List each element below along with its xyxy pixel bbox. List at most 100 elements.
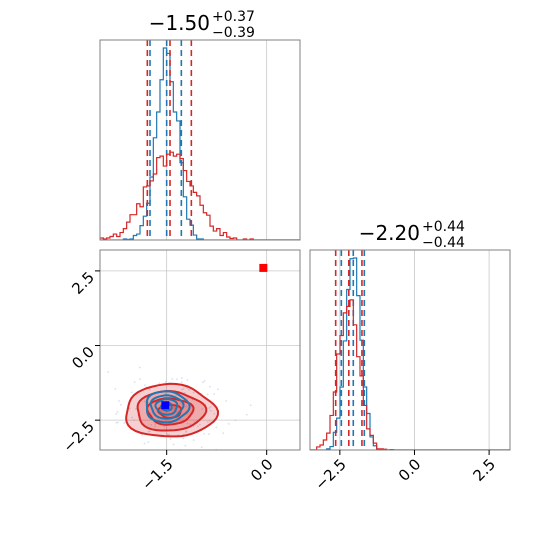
ytick-label-p2-2: 2.5 (68, 268, 98, 298)
sample-point-28 (138, 366, 141, 369)
xtick-label-p2-0: −2.5 (311, 455, 349, 493)
title-param1: −1.50 (149, 11, 210, 35)
sample-point-50 (185, 405, 188, 408)
sample-point-69 (141, 434, 143, 436)
scatter-frame (99, 249, 301, 451)
sample-point-142 (196, 425, 199, 428)
sample-point-26 (149, 430, 152, 433)
sample-point-36 (201, 408, 204, 410)
sample-point-34 (143, 442, 146, 445)
sample-point-66 (130, 391, 133, 394)
contour-blue-3 (159, 401, 173, 412)
sample-point-131 (154, 425, 157, 428)
sample-point-143 (115, 421, 118, 424)
sample-point-133 (176, 410, 179, 413)
hist2-frame (309, 249, 511, 451)
sample-point-105 (149, 388, 151, 391)
sample-point-112 (225, 400, 227, 402)
sample-point-95 (180, 381, 183, 384)
title-param2: −2.20 (359, 221, 420, 245)
sample-point-156 (213, 412, 216, 415)
sample-point-138 (203, 432, 205, 435)
sample-point-51 (215, 426, 218, 429)
panel-scatter-param1-param2 (98, 249, 301, 451)
sample-point-106 (222, 432, 225, 435)
sample-point-116 (123, 421, 126, 424)
sample-point-123 (118, 400, 120, 402)
sample-point-45 (182, 437, 185, 440)
sample-point-97 (165, 428, 168, 430)
sample-point-147 (175, 394, 177, 397)
sample-point-124 (227, 422, 230, 425)
truth-marker-1 (259, 263, 268, 272)
sample-point-151 (207, 433, 210, 435)
sample-point-56 (209, 405, 212, 408)
hist1-hist-blue (100, 47, 300, 240)
sample-point-86 (164, 381, 167, 383)
sample-point-1 (206, 420, 209, 423)
contour-blue-2 (154, 398, 179, 416)
sample-point-18 (180, 377, 183, 379)
sample-point-44 (171, 378, 174, 380)
sample-point-91 (183, 391, 186, 394)
sample-point-130 (185, 430, 188, 433)
ytick-label-p2-0: −2.5 (60, 417, 98, 455)
sample-point-37 (192, 391, 195, 394)
sample-point-111 (143, 384, 146, 387)
sample-point-135 (186, 422, 189, 425)
xtick-label-p2-2: 2.5 (470, 455, 500, 485)
sample-point-90 (160, 409, 162, 412)
sample-point-79 (186, 397, 189, 400)
contour-blue-0 (145, 390, 191, 424)
sample-point-58 (163, 425, 166, 428)
sample-point-73 (173, 407, 176, 410)
hist1-hist-red (100, 151, 300, 240)
sample-point-125 (209, 409, 212, 412)
sample-point-88 (200, 446, 203, 449)
sample-point-122 (114, 388, 117, 390)
sample-point-148 (175, 378, 178, 380)
sample-point-40 (160, 418, 163, 421)
sample-point-83 (158, 382, 161, 385)
sample-point-7 (168, 433, 171, 436)
sample-point-118 (117, 421, 119, 424)
ytick-label-p2-1: 0.0 (68, 343, 98, 373)
sample-point-134 (116, 410, 119, 413)
sample-point-55 (132, 419, 135, 422)
sample-point-42 (188, 389, 190, 392)
sample-point-3 (245, 413, 248, 416)
panel-hist-param2 (309, 249, 511, 451)
sample-point-140 (169, 438, 172, 440)
sample-point-72 (150, 423, 153, 426)
sample-point-98 (199, 423, 201, 426)
title-param1-plus: +0.37 (212, 9, 255, 25)
sample-point-4 (166, 433, 169, 436)
sample-point-146 (217, 388, 219, 391)
sample-point-137 (98, 391, 100, 393)
sample-point-128 (189, 423, 191, 426)
sample-point-157 (131, 416, 133, 419)
sample-point-113 (186, 379, 189, 381)
sample-point-96 (206, 393, 209, 396)
sample-point-109 (203, 379, 206, 382)
title-param1-minus: −0.39 (212, 25, 255, 41)
sample-point-117 (172, 443, 175, 446)
sample-point-121 (128, 407, 131, 410)
sample-point-16 (213, 393, 215, 395)
truth-marker-0 (161, 401, 170, 410)
sample-point-119 (143, 400, 146, 403)
xtick-label-p2-1: 0.0 (395, 455, 425, 485)
sample-point-32 (147, 441, 150, 444)
sample-point-94 (181, 388, 183, 391)
hist1-frame (99, 39, 301, 241)
sample-point-129 (208, 419, 211, 422)
sample-point-11 (147, 430, 150, 433)
sample-point-154 (208, 407, 211, 409)
sample-point-89 (209, 385, 211, 388)
sample-point-81 (182, 387, 185, 390)
sample-point-54 (164, 392, 167, 395)
sample-point-60 (120, 403, 122, 406)
sample-point-150 (133, 381, 136, 384)
title-param2-plus: +0.44 (422, 219, 465, 235)
sample-point-30 (249, 404, 252, 407)
